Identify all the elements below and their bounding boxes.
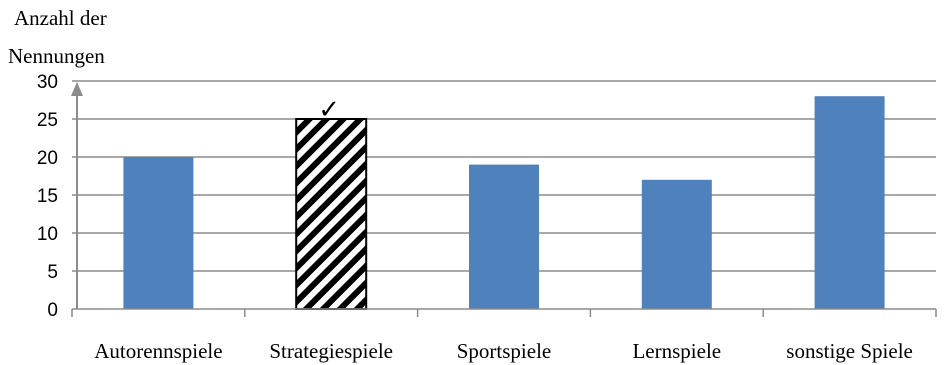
y-tick-label: 25	[37, 110, 58, 131]
bar-lernspiele	[641, 179, 712, 309]
x-tick-label: Sportspiele	[457, 339, 552, 363]
y-axis-arrow-icon	[71, 82, 83, 96]
x-tick-label: sonstige Spiele	[786, 339, 913, 363]
y-tick-label: 30	[37, 72, 58, 93]
x-tick-label: Strategiespiele	[269, 339, 393, 363]
x-tick-labels: Autorennspiele Strategiespiele Sportspiele…	[94, 339, 913, 363]
y-tick-label: 10	[37, 224, 58, 245]
y-tick-label: 20	[37, 148, 58, 169]
bar-sonstige-spiele	[814, 96, 885, 309]
y-axis-title-line-1: Anzahl der	[14, 6, 107, 30]
bar-strategiespiele	[295, 118, 368, 310]
y-tick-label: 15	[37, 186, 58, 207]
checkmark-icon: ✓	[318, 94, 340, 124]
y-tick-label: 0	[47, 300, 58, 321]
x-tick-label: Lernspiele	[632, 339, 721, 363]
y-tick-label: 5	[47, 262, 58, 283]
bars: ✓	[123, 94, 885, 310]
y-tick-labels: 0 5 10 15 20 25 30	[37, 72, 58, 321]
x-tick-label: Autorennspiele	[94, 339, 222, 363]
bar-autorennspiele	[123, 157, 194, 309]
axes	[71, 82, 937, 317]
bar-sportspiele	[469, 164, 539, 309]
y-axis-title-line-2: Nennungen	[8, 44, 105, 68]
